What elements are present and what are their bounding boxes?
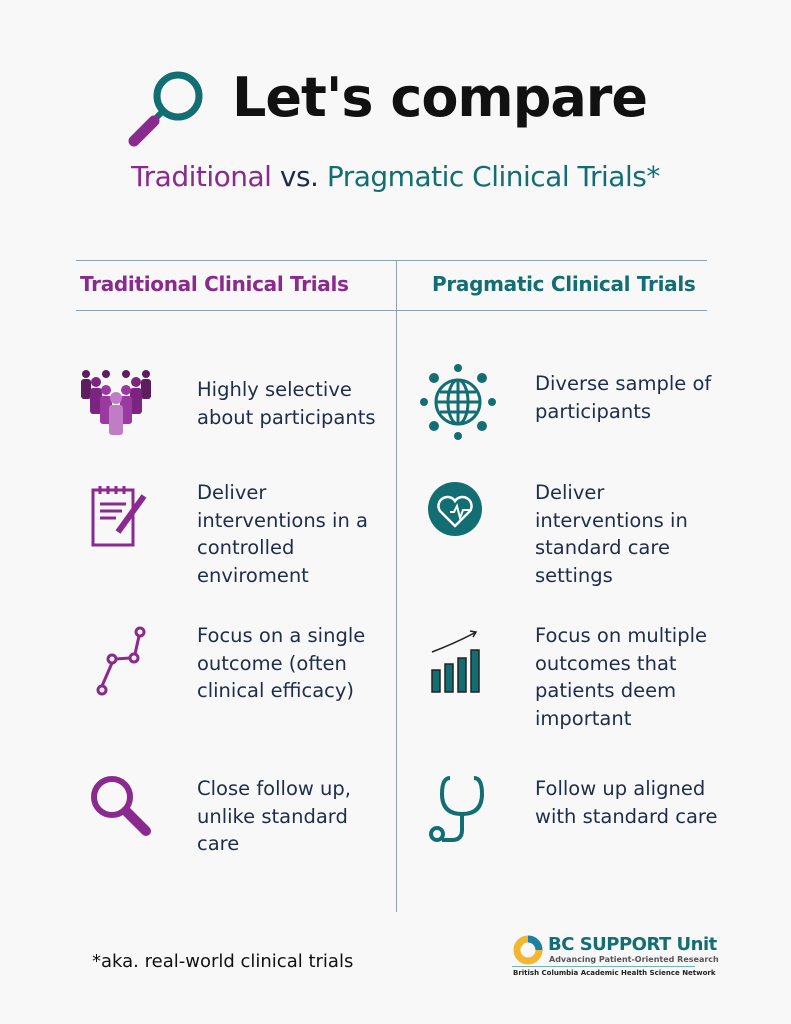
logo-network: British Columbia Academic Health Science…: [513, 969, 716, 977]
magnifier-icon: [128, 71, 203, 147]
bar-chart-growth-icon: [431, 630, 480, 693]
single-line-graph-icon: [96, 626, 146, 696]
divider-header: [76, 310, 707, 311]
divider-top: [76, 260, 707, 261]
globe-people-icon: [420, 364, 496, 440]
logo-tagline: Advancing Patient-Oriented Research: [549, 955, 719, 964]
traditional-item-1: Highly selective about participants: [197, 378, 376, 429]
bc-support-unit-logo: BC SUPPORT Unit Advancing Patient-Orient…: [512, 934, 719, 982]
logo-rule: [512, 966, 695, 967]
traditional-item-4: Close follow up, unlike standard care: [197, 777, 351, 855]
people-group-icon: [81, 370, 151, 435]
heart-pulse-icon: [428, 482, 482, 536]
pragmatic-item-1: Diverse sample of participants: [535, 372, 712, 423]
pragmatic-item-2: Deliver interventions in standard care s…: [535, 481, 688, 587]
logo-name: BC SUPPORT Unit: [548, 934, 717, 955]
traditional-item-2: Deliver interventions in a controlled en…: [197, 481, 368, 587]
footnote: *aka. real-world clinical trials: [92, 951, 354, 972]
subtitle-traditional: Traditional: [131, 160, 272, 193]
logo-ring-icon: [513, 935, 543, 965]
pragmatic-item-3: Focus on multiple outcomes that patients…: [535, 624, 708, 730]
pragmatic-item-4: Follow up aligned with standard care: [535, 777, 718, 828]
page-title: Let's compare: [232, 66, 648, 129]
heading-traditional: Traditional Clinical Trials: [80, 272, 349, 296]
heading-pragmatic: Pragmatic Clinical Trials: [432, 272, 696, 296]
subtitle-pragmatic: Pragmatic Clinical Trials*: [326, 160, 661, 193]
subtitle: Traditional vs. Pragmatic Clinical Trial…: [0, 160, 791, 193]
divider-vertical: [396, 260, 397, 912]
stethoscope-icon: [429, 776, 485, 842]
notepad-pencil-icon: [91, 486, 147, 547]
magnifier-icon: [91, 776, 151, 836]
traditional-item-3: Focus on a single outcome (often clinica…: [197, 624, 366, 702]
subtitle-vs: vs.: [271, 160, 327, 193]
